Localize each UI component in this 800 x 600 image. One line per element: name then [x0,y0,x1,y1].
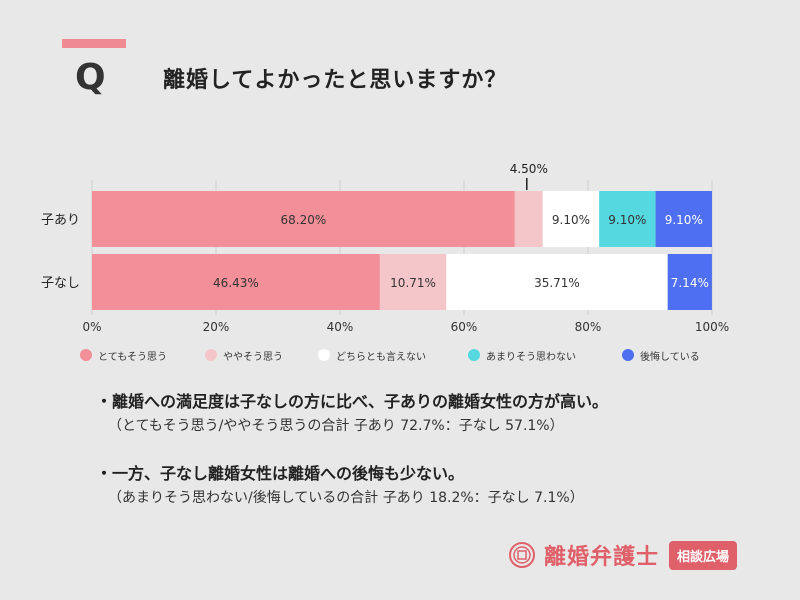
data-label: 7.14% [671,276,709,290]
question-title: 離婚してよかったと思いますか？ [163,68,508,93]
seal-icon [509,542,535,568]
bar-segment [92,254,380,310]
bar-segment [542,191,600,247]
legend-swatch [468,349,480,361]
legend-item: 後悔している [622,345,700,365]
bar-segment [514,191,543,247]
legend-item: ややそう思う [205,345,283,365]
x-tick-label: 0% [82,320,101,334]
findings: ・離婚への満足度は子なしの方に比べ、子ありの離婚女性の方が高い。 （とてもそう思… [96,390,776,534]
brand-tag: 相談広場 [669,540,738,570]
legend-item: あまりそう思わない [468,345,576,365]
bar-segment [92,191,515,247]
x-tick-label: 80% [575,320,602,334]
legend-swatch [80,349,92,361]
bar-segment [599,191,656,247]
finding-1: ・離婚への満足度は子なしの方に比べ、子ありの離婚女性の方が高い。 （とてもそう思… [96,390,776,438]
data-label: 35.71% [534,276,580,290]
data-label: 10.71% [390,276,436,290]
data-label: 9.10% [552,213,590,227]
bar-segment [379,254,447,310]
data-label: 9.10% [608,213,646,227]
bar-segment [667,254,712,310]
legend-swatch [622,349,634,361]
data-label: 9.10% [665,213,703,227]
legend-label: ややそう思う [223,351,283,363]
data-label: 46.43% [213,276,259,290]
finding-2-headline: ・一方、子なし離婚女性は離婚への後悔も少ない。 [96,464,465,483]
legend-label: とてもそう思う [98,351,167,363]
x-tick-label: 20% [203,320,230,334]
finding-1-detail: （とてもそう思う/ややそう思うの合計 子あり 72.7%：子なし 57.1%） [108,418,564,434]
legend-label: どちらとも言えない [336,351,426,363]
brand-logo: 離婚弁護士 相談広場 [508,537,738,573]
legend-swatch [318,349,330,361]
category-label: 子なし [41,276,80,291]
x-tick-label: 40% [327,320,354,334]
legend-swatch [205,349,217,361]
data-label: 4.50% [510,162,548,176]
bar-segment [655,191,712,247]
finding-2: ・一方、子なし離婚女性は離婚への後悔も少ない。 （あまりそう思わない/後悔してい… [96,462,776,510]
question-label: Q [75,57,106,98]
legend-item: とてもそう思う [80,345,167,365]
category-label: 子あり [41,213,80,228]
data-label: 68.20% [281,213,327,227]
finding-1-headline: ・離婚への満足度は子なしの方に比べ、子ありの離婚女性の方が高い。 [96,392,609,411]
brand-name: 離婚弁護士 [544,545,660,570]
title-accent-bar [62,39,126,48]
legend-label: あまりそう思わない [486,351,576,363]
x-tick-label: 100% [695,320,729,334]
legend-label: 後悔している [640,351,700,363]
x-tick-label: 60% [451,320,478,334]
bar-segment [446,254,668,310]
legend-item: どちらとも言えない [318,345,426,365]
finding-2-detail: （あまりそう思わない/後悔しているの合計 子あり 18.2%：子なし 7.1%） [108,490,584,506]
